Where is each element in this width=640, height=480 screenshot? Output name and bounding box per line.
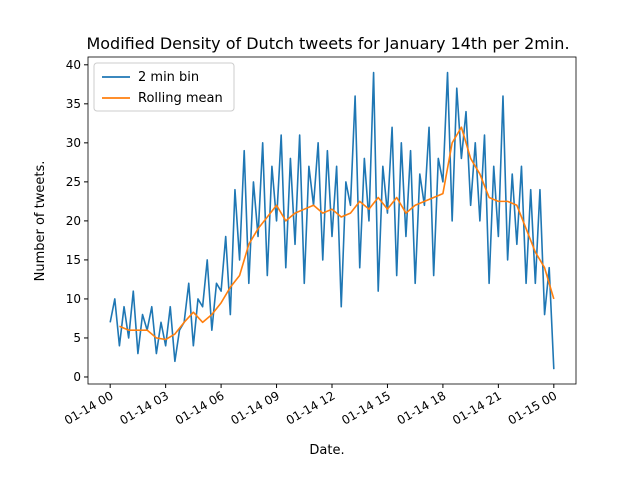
x-tick-label: 01-14 06 (173, 388, 227, 427)
y-tick-label: 0 (73, 370, 81, 384)
line-series (119, 126, 555, 341)
x-tick-label: 01-14 21 (450, 388, 504, 427)
y-tick-label: 40 (66, 58, 81, 72)
x-tick-label: 01-14 15 (339, 388, 393, 427)
legend-label: 2 min bin (138, 70, 199, 85)
y-tick-label: 30 (66, 136, 81, 150)
x-tick-label: 01-14 03 (117, 388, 171, 427)
x-tick-label: 01-14 18 (395, 388, 449, 427)
y-tick-label: 10 (66, 292, 81, 306)
x-axis-label: Date. (309, 443, 344, 458)
y-tick-label: 25 (66, 175, 81, 189)
legend-box (93, 62, 235, 112)
chart-title: Modified Density of Dutch tweets for Jan… (86, 34, 569, 53)
x-tick-label: 01-15 00 (506, 388, 560, 427)
y-tick-label: 15 (66, 253, 81, 267)
line-series (109, 71, 555, 370)
y-tick-label: 20 (66, 214, 81, 228)
y-axis-label: Number of tweets. (33, 161, 48, 282)
y-tick-label: 35 (66, 97, 81, 111)
legend-label: Rolling mean (138, 91, 223, 106)
x-tick-label: 01-14 09 (228, 388, 282, 427)
y-tick-label: 5 (73, 331, 81, 345)
x-tick-label: 01-14 12 (284, 388, 338, 427)
x-tick-label: 01-14 00 (62, 388, 116, 427)
plot-frame (87, 56, 577, 385)
